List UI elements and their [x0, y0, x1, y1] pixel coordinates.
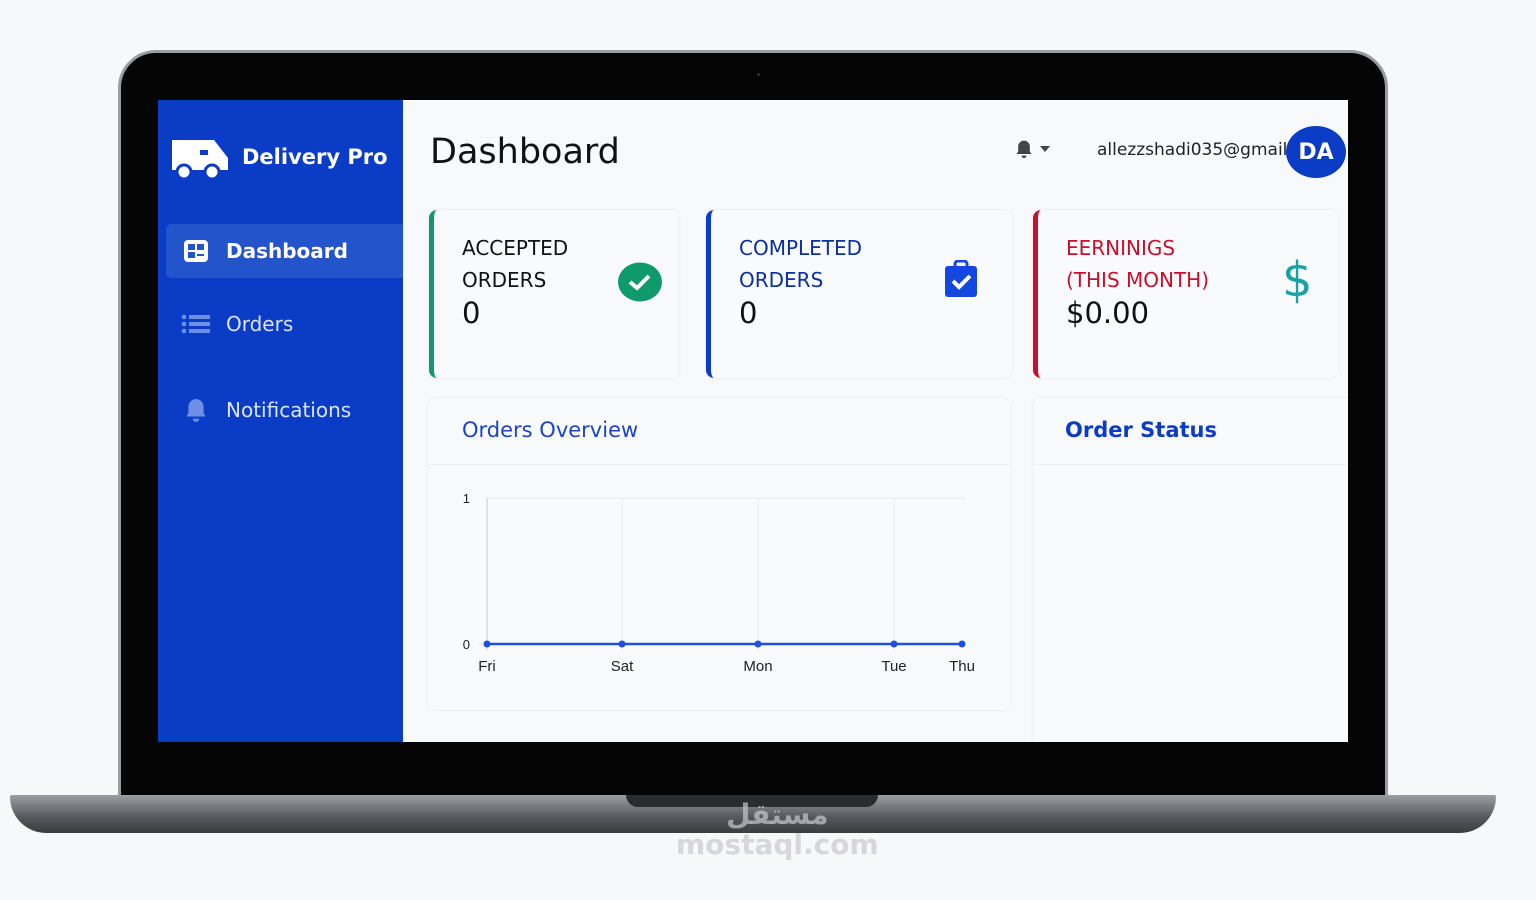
x-tick-label: Tue [881, 658, 906, 675]
brand[interactable]: Delivery Pro [170, 134, 388, 180]
stat-value: $0.00 [1066, 296, 1150, 330]
stat-label: EERNINIGS (THIS MONTH) [1066, 236, 1210, 292]
data-point [483, 640, 491, 648]
order-status-panel: Order Status [1033, 398, 1348, 742]
bell-icon [1016, 140, 1032, 159]
truck-icon [172, 140, 228, 180]
sidebar-item-notifications[interactable]: Notifications [166, 383, 403, 437]
sidebar: Delivery Pro Dashboard Orders Notificati… [158, 100, 403, 742]
sidebar-item-dashboard[interactable]: Dashboard [166, 224, 403, 278]
clipboard-check-icon [945, 260, 977, 297]
data-point [958, 640, 966, 648]
sidebar-item-label: Orders [226, 312, 294, 336]
x-tick-label: Sat [611, 658, 634, 675]
sidebar-item-label: Dashboard [226, 239, 348, 263]
page-title: Dashboard [430, 132, 620, 172]
sidebar-item-orders[interactable]: Orders [166, 297, 403, 351]
watermark: مستقل mostaql.com [676, 798, 879, 861]
notification-dropdown[interactable] [1014, 138, 1050, 160]
data-point [754, 640, 762, 648]
avatar[interactable]: DA [1286, 126, 1346, 178]
stat-label: ACCEPTED ORDERS [462, 236, 569, 292]
data-point [618, 640, 626, 648]
camera [757, 73, 760, 76]
orders-line-chart: 0 1 Fri Sat Mon Tue Thu [463, 491, 975, 675]
x-tick-label: Thu [949, 658, 975, 675]
divider [1033, 464, 1348, 465]
user-email[interactable]: allezzshadi035@gmail [1097, 140, 1288, 160]
dollar-icon: $ [1282, 252, 1313, 308]
list-icon [181, 314, 210, 334]
app-screen: Delivery Pro Dashboard Orders Notificati… [158, 100, 1348, 742]
stat-card-earnings: EERNINIGS (THIS MONTH) $0.00 $ [1033, 210, 1338, 378]
stat-value: 0 [462, 296, 481, 330]
brand-name: Delivery Pro [242, 145, 388, 169]
sidebar-item-label: Notifications [226, 398, 352, 422]
bell-icon [186, 399, 206, 422]
y-tick-label: 0 [463, 637, 470, 652]
dashboard-grid-icon [184, 240, 208, 262]
panel-title: Order Status [1065, 418, 1217, 442]
divider [428, 464, 1010, 465]
stat-value: 0 [739, 296, 758, 330]
stat-card-accepted: ACCEPTED ORDERS 0 [429, 210, 679, 378]
y-tick-label: 1 [463, 491, 470, 506]
stat-label: COMPLETED ORDERS [739, 236, 863, 292]
caret-down-icon [1040, 146, 1050, 152]
stat-card-completed: COMPLETED ORDERS 0 [706, 210, 1012, 378]
orders-overview-panel: Orders Overview [428, 398, 1010, 710]
data-point [890, 640, 898, 648]
x-tick-label: Fri [478, 658, 496, 675]
laptop-notch [626, 795, 878, 807]
x-tick-label: Mon [743, 658, 772, 675]
check-circle-icon [618, 262, 662, 302]
panel-title: Orders Overview [462, 418, 639, 442]
